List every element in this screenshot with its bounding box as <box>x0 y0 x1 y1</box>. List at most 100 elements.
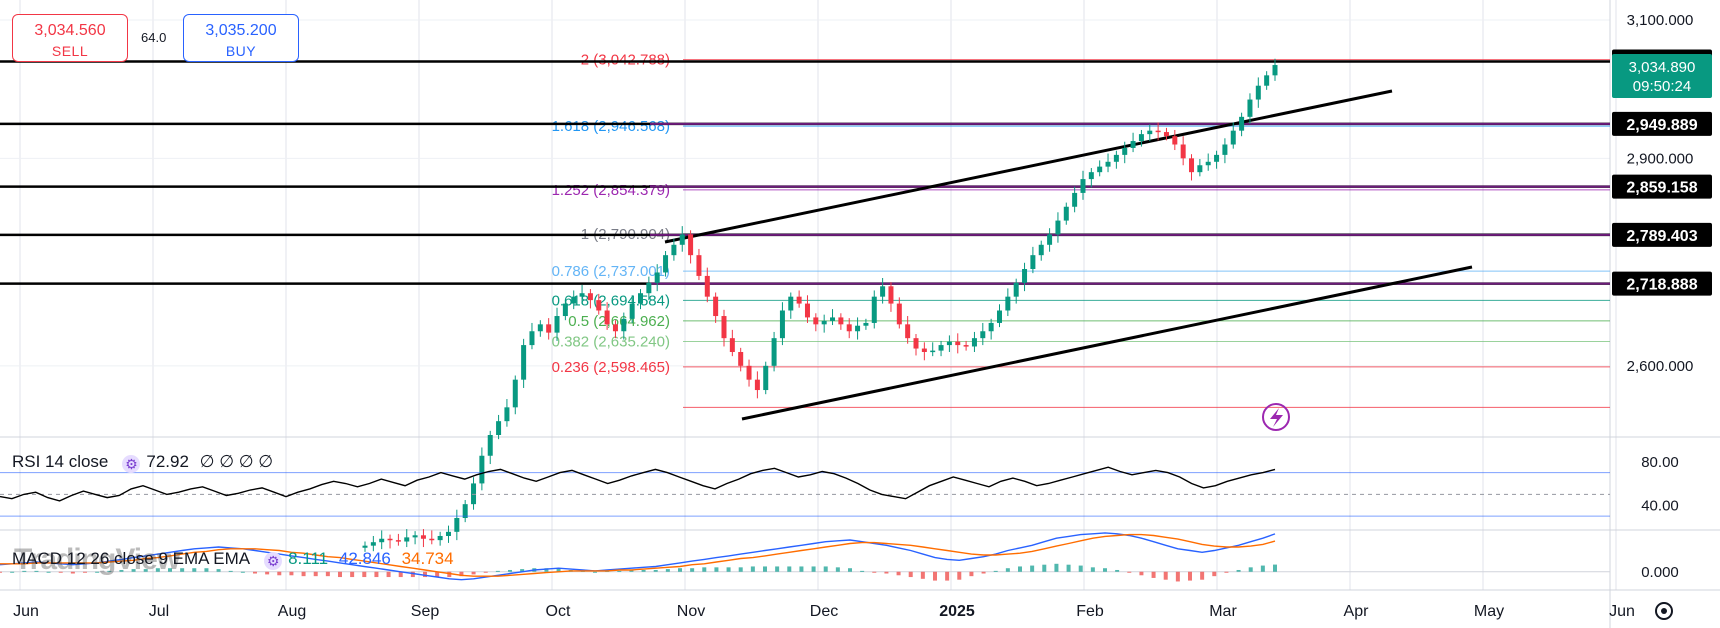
candle-body <box>638 293 644 304</box>
candle-body <box>930 350 936 353</box>
candle-body <box>721 316 727 339</box>
candle-body <box>1047 234 1053 245</box>
fib-level-label: 0.786 (2,737.001) <box>552 263 670 280</box>
macd-histogram-bar <box>423 571 427 578</box>
bar-countdown: 09:50:24 <box>1633 78 1691 95</box>
macd-histogram-bar <box>459 571 464 577</box>
macd-histogram-bar <box>70 571 75 574</box>
candle-body <box>679 234 685 245</box>
macd-histogram-bar <box>678 568 682 572</box>
macd-histogram-bar <box>155 568 160 572</box>
macd-histogram-bar <box>508 569 512 572</box>
macd-histogram-bar <box>823 566 828 572</box>
buy-price: 3,035.200 <box>205 22 277 39</box>
time-axis-tick: Sep <box>411 603 440 620</box>
fib-level-label: 2 (3,042.788) <box>581 52 670 69</box>
macd-histogram-bar <box>10 571 15 573</box>
fib-level-label: 0.382 (2,635.240) <box>552 333 670 350</box>
macd-histogram-bar <box>848 568 852 572</box>
candle-body <box>946 341 952 346</box>
macd-histogram-bar <box>410 571 415 578</box>
settings-gear-icon[interactable]: ⚙ <box>264 552 283 570</box>
candle-body <box>704 275 710 297</box>
candle-body <box>888 286 894 304</box>
time-axis-tick: Apr <box>1344 603 1370 620</box>
macd-legend[interactable]: MACD 12 26 close 9 EMA EMA ⚙ 8.111 42.846 … <box>12 549 460 570</box>
fib-level-label: 0.618 (2,694.584) <box>552 292 670 309</box>
macd-title: MACD 12 26 close 9 EMA EMA <box>12 549 251 568</box>
macd-histogram-bar <box>34 570 39 572</box>
macd-histogram-bar <box>702 567 707 572</box>
candle-body <box>1239 116 1245 131</box>
rsi-legend[interactable]: RSI 14 close ⚙ 72.92 ∅ ∅ ∅ ∅ <box>12 452 279 473</box>
candle-body <box>855 325 861 332</box>
candle-body <box>663 255 669 273</box>
macd-histogram-bar <box>240 571 245 573</box>
macd-histogram-bar <box>1175 571 1180 582</box>
macd-histogram-bar <box>46 571 51 573</box>
macd-histogram-bar <box>920 571 925 579</box>
alert-lightning-icon <box>1262 403 1290 431</box>
macd-histogram-bar <box>447 571 452 578</box>
candle-body <box>1080 179 1086 193</box>
macd-histogram-bar <box>1115 569 1120 572</box>
fib-level-label: 1.252 (2,854.379) <box>552 182 670 199</box>
macd-signal-line <box>0 533 1276 577</box>
candle-body <box>612 324 618 332</box>
macd-histogram-bar <box>435 571 440 578</box>
macd-histogram-bar <box>714 567 719 572</box>
macd-value-hist: 8.111 <box>288 549 329 568</box>
axis-settings-icon-center <box>1661 608 1667 614</box>
candle-body <box>804 303 810 318</box>
macd-histogram-bar <box>799 566 804 572</box>
level-price-tag-text: 2,718.888 <box>1626 277 1697 294</box>
last-price-tag <box>1612 54 1712 99</box>
macd-histogram-bar <box>775 566 780 572</box>
macd-histogram-bar <box>520 569 525 572</box>
macd-histogram-bar <box>1200 571 1205 580</box>
settings-gear-icon[interactable]: ⚙ <box>122 455 141 473</box>
channel-lower-trendline <box>741 265 1473 421</box>
candle-body <box>913 338 919 349</box>
candle-body <box>963 345 969 347</box>
sell-button[interactable]: 3,034.560 SELL <box>12 14 128 62</box>
candle-body <box>729 338 735 352</box>
candle-body <box>1063 206 1069 221</box>
candle-body <box>696 255 702 276</box>
candle-body <box>1138 134 1144 142</box>
candle-body <box>554 316 560 333</box>
macd-histogram-bar <box>617 570 622 572</box>
macd-histogram-bar <box>22 570 27 572</box>
candle-body <box>779 310 785 339</box>
candle-body <box>830 317 836 321</box>
macd-histogram-bar <box>1054 563 1059 572</box>
macd-histogram-bar <box>1248 567 1253 572</box>
candle-body <box>1189 158 1195 173</box>
macd-histogram-bar <box>1151 571 1156 578</box>
time-axis-tick: Jun <box>13 603 39 620</box>
candle-body <box>1130 141 1136 148</box>
candle-body <box>487 435 493 456</box>
macd-histogram-bar <box>860 570 865 572</box>
macd-histogram-bar <box>593 571 597 573</box>
candle-body <box>1038 244 1044 256</box>
macd-histogram-bar <box>253 571 257 574</box>
candle-body <box>1222 144 1228 155</box>
candle-body <box>1230 130 1236 145</box>
macd-histogram-bar <box>398 571 403 578</box>
macd-histogram-bar <box>690 568 695 572</box>
macd-histogram-bar <box>192 568 197 572</box>
buy-button[interactable]: 3,035.200 BUY <box>183 14 299 62</box>
fib-level-label: 0.236 (2,598.465) <box>552 359 670 376</box>
macd-histogram-bar <box>1127 571 1132 573</box>
candle-body <box>370 542 376 546</box>
candle-body <box>971 338 977 347</box>
macd-histogram-bar <box>386 571 391 578</box>
candle-body <box>1155 130 1161 133</box>
rsi-value: 72.92 <box>146 452 189 471</box>
candle-body <box>654 272 660 283</box>
macd-histogram-bar <box>374 571 379 578</box>
candle-body <box>738 352 744 366</box>
macd-histogram-bar <box>957 571 962 580</box>
